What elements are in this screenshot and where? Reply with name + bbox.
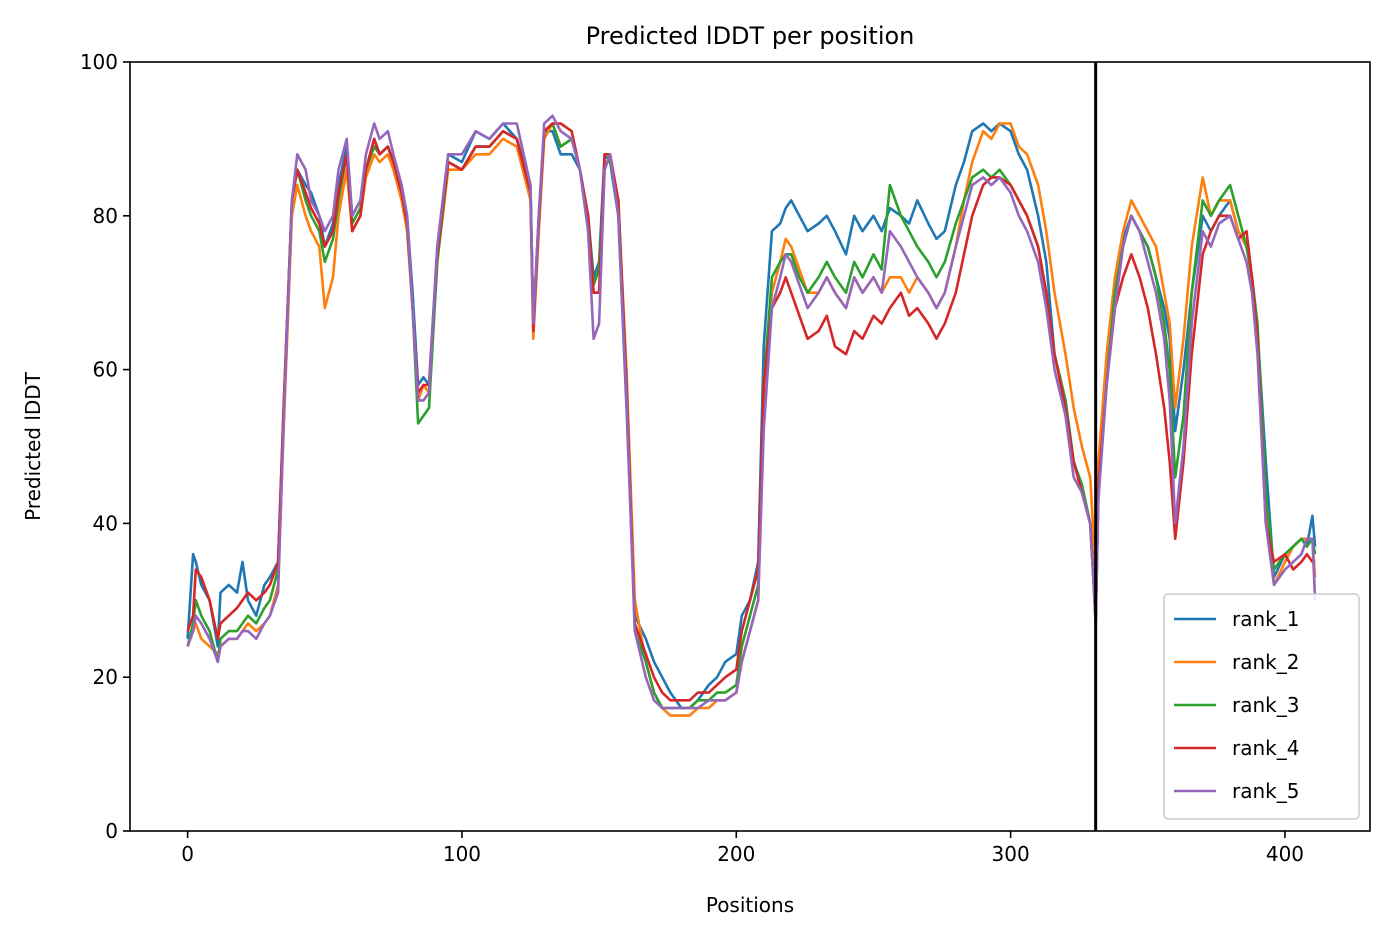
x-axis-title: Positions (706, 893, 794, 917)
y-tick-label: 60 (93, 358, 118, 382)
y-tick-label: 100 (80, 50, 118, 74)
legend: rank_1 rank_2 rank_3 rank_4 rank_5 (1163, 593, 1360, 820)
plot-area (186, 62, 1317, 831)
x-tick-label: 300 (992, 842, 1030, 866)
series-line-rank-3 (186, 122, 1317, 710)
y-tick-label: 80 (93, 204, 118, 228)
x-tick-label: 0 (181, 842, 194, 866)
legend-box (1163, 593, 1360, 820)
y-tick-label: 0 (105, 819, 118, 843)
y-axis-title: Predicted lDDT (21, 371, 45, 521)
y-tick-label: 20 (93, 665, 118, 689)
y-tick-label: 40 (93, 511, 118, 535)
axis-ticks: 0 100 200 300 400 0 20 40 60 80 100 (80, 50, 1304, 866)
series-line-rank-1 (186, 122, 1317, 710)
series-line-rank-4 (186, 122, 1316, 702)
x-tick-label: 200 (717, 842, 755, 866)
legend-label-rank-3: rank_3 (1232, 693, 1299, 717)
legend-label-rank-4: rank_4 (1232, 736, 1299, 760)
plot-frame (129, 61, 1371, 832)
x-tick-label: 100 (443, 842, 481, 866)
x-tick-label: 400 (1266, 842, 1304, 866)
series-line-rank-5 (186, 114, 1317, 710)
chart-title: Predicted lDDT per position (586, 22, 915, 50)
legend-label-rank-2: rank_2 (1232, 650, 1299, 674)
legend-label-rank-5: rank_5 (1232, 779, 1299, 803)
legend-label-rank-1: rank_1 (1232, 607, 1299, 631)
